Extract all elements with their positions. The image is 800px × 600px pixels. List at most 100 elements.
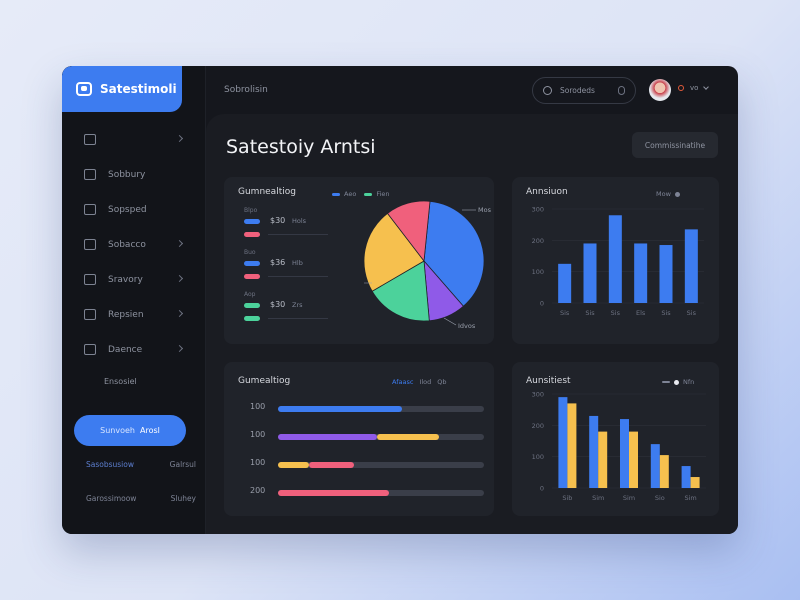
search-input[interactable]: Sorodeds: [532, 77, 636, 104]
footer-left: Garossimoow: [86, 494, 137, 503]
bar[interactable]: [629, 431, 638, 488]
grid-icon: [84, 134, 96, 145]
legend-swatch: [332, 192, 340, 196]
bar-segment[interactable]: [278, 434, 377, 440]
bar[interactable]: [690, 477, 700, 488]
bar[interactable]: [598, 431, 608, 488]
bar-card: Annsiuon Mow 0 100 200 300 Sis Sis Sis Els Sis Si…: [512, 177, 719, 344]
legend-line: [662, 381, 670, 383]
bar-segment[interactable]: [278, 406, 402, 412]
hbar-card: Gumealtiog Afaasc Ilod Qb 100 100 100 200: [224, 362, 494, 516]
divider: [268, 276, 328, 277]
divider: [268, 234, 328, 235]
card-title: Aunsitiest: [526, 376, 571, 386]
bar-track: [278, 434, 484, 440]
bar[interactable]: [558, 263, 572, 303]
bar[interactable]: [558, 397, 568, 488]
sidebar-item-6[interactable]: Daence: [62, 332, 206, 367]
bar[interactable]: [659, 455, 669, 488]
pie-slice[interactable]: [364, 212, 425, 292]
chart-icon: [84, 274, 96, 285]
row-swatch: [244, 232, 260, 237]
bar-segment[interactable]: [376, 434, 439, 440]
legend-label: Ilod: [419, 378, 432, 386]
sidebar-sub-item[interactable]: Ensosiel: [104, 377, 137, 386]
legend-label: Afaasc: [392, 378, 414, 386]
logo-icon: [76, 82, 92, 96]
chart-legend: Mow: [656, 190, 680, 198]
bar[interactable]: [567, 403, 577, 488]
row-value: $30: [270, 216, 286, 225]
primary-cta-button[interactable]: Sunvoeh Arosl: [74, 415, 186, 446]
legend-label: Mow: [656, 190, 671, 198]
sidebar-item-1[interactable]: Sobbury: [62, 157, 206, 192]
sidebar-footer-row[interactable]: Sasobsusiow Galrsul: [86, 460, 196, 469]
x-tick-label: Sis: [611, 309, 621, 317]
row-sub: Hols: [292, 217, 307, 225]
grouped-bar-chart: 0 100 200 300 Sib Sim Sim Sio Sim: [532, 391, 706, 502]
bar[interactable]: [684, 229, 698, 303]
sidebar-item-label: Sopsped: [108, 204, 147, 215]
pie-slice[interactable]: [371, 260, 430, 322]
app-window: Satestimoli Sobbury Sopsped Sobacco: [62, 66, 738, 534]
chevron-right-icon: [175, 274, 184, 283]
callout-line: [443, 317, 457, 326]
microphone-icon[interactable]: [618, 86, 625, 95]
bar[interactable]: [583, 243, 597, 303]
bar[interactable]: [634, 243, 648, 303]
bar-segment[interactable]: [278, 462, 309, 468]
row-swatch: [244, 316, 260, 321]
pie-slice[interactable]: [386, 200, 431, 263]
pie-slice[interactable]: [423, 200, 485, 307]
footer-right: Galrsul: [169, 460, 196, 469]
sidebar-item-5[interactable]: Repsien: [62, 297, 206, 332]
bar[interactable]: [608, 215, 622, 303]
legend-dot: [674, 191, 680, 197]
bar[interactable]: [681, 466, 691, 488]
header-title: Sobrolisin: [224, 85, 268, 95]
y-tick-label: 200: [250, 486, 266, 495]
row-caption: Buo: [244, 249, 256, 256]
bar-track: [278, 462, 484, 468]
bar[interactable]: [589, 415, 599, 488]
bar[interactable]: [659, 245, 673, 303]
export-button[interactable]: Commissinatihe: [632, 132, 718, 158]
sidebar-item-0[interactable]: [62, 122, 206, 157]
sidebar-item-4[interactable]: Sravory: [62, 262, 206, 297]
bar-chart: 0 100 200 300 Sis Sis Sis Els Sis Sis: [532, 206, 704, 317]
row-value: $30: [270, 300, 286, 309]
bar-segment[interactable]: [308, 462, 355, 468]
legend-dot: [674, 379, 679, 385]
profile-menu[interactable]: vo: [678, 83, 710, 92]
x-tick-label: Sis: [585, 309, 595, 317]
bar[interactable]: [620, 419, 629, 488]
row-swatch: [244, 303, 260, 308]
sidebar-item-label: Sravory: [108, 274, 143, 285]
profile-text: vo: [690, 84, 699, 92]
bar[interactable]: [650, 444, 660, 488]
sidebar-item-label: Repsien: [108, 309, 144, 320]
brand[interactable]: Satestimoli: [62, 66, 182, 112]
grouped-bar-card: Aunsitiest Nfn 0 100 200 300 Sib Sim Sim Sio Sim: [512, 362, 719, 516]
x-tick-label: Sis: [687, 309, 697, 317]
bar-segment[interactable]: [278, 490, 390, 496]
y-tick-label: 100: [532, 268, 544, 276]
sidebar-item-3[interactable]: Sobacco: [62, 227, 206, 262]
row-value: $36: [270, 258, 286, 267]
x-tick-label: Sim: [623, 494, 635, 502]
card-title: Annsiuon: [526, 187, 568, 197]
top-bar: Sobrolisin Sorodeds vo: [206, 66, 738, 114]
x-tick-label: Els: [636, 309, 646, 317]
y-tick-label: 200: [532, 237, 544, 245]
y-tick-label: 0: [540, 485, 544, 493]
row-swatch: [244, 274, 260, 279]
row-caption: Aop: [244, 291, 256, 298]
list-icon: [84, 204, 96, 215]
footer-right: Sluhey: [170, 494, 196, 503]
x-tick-label: Sis: [560, 309, 570, 317]
row-swatch: [244, 261, 260, 266]
avatar[interactable]: [649, 79, 671, 101]
notification-icon: [678, 85, 684, 91]
sidebar-item-2[interactable]: Sopsped: [62, 192, 206, 227]
sidebar-footer-row[interactable]: Garossimoow Sluhey: [86, 494, 196, 503]
